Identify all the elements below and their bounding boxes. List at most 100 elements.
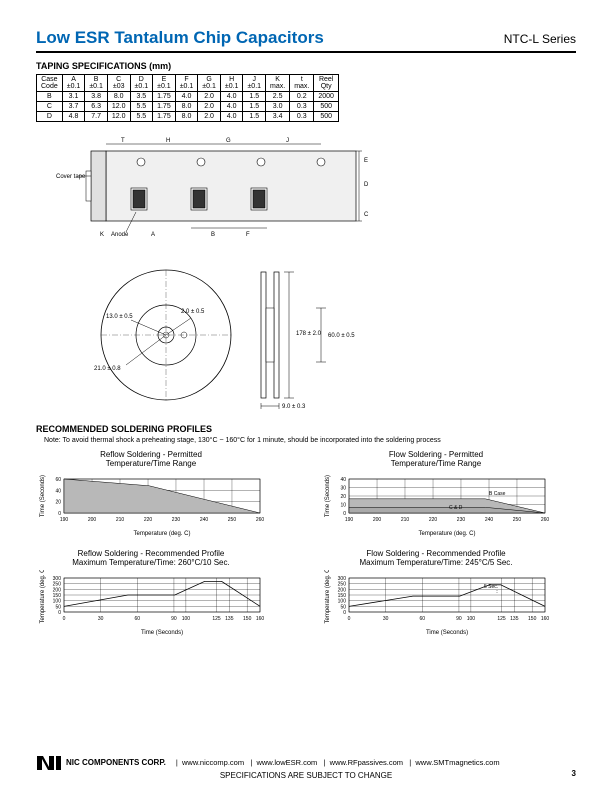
svg-text:190: 190	[345, 517, 354, 523]
svg-text:250: 250	[513, 517, 522, 523]
page-title: Low ESR Tantalum Chip Capacitors	[36, 28, 324, 48]
table-cell: 3.1	[62, 92, 85, 102]
svg-text:220: 220	[429, 517, 438, 523]
table-header: F±0.1	[175, 75, 198, 92]
table-cell: 8.0	[175, 112, 198, 122]
table-cell: 6.3	[85, 102, 108, 112]
svg-text:2.0 ± 0.5: 2.0 ± 0.5	[181, 309, 205, 315]
svg-text:5 Sec.: 5 Sec.	[484, 584, 498, 590]
svg-text:G: G	[226, 138, 231, 144]
table-header: J±0.1	[243, 75, 266, 92]
table-cell: 4.0	[220, 92, 243, 102]
svg-text:Temperature (deg. C): Temperature (deg. C)	[418, 531, 475, 537]
svg-text:190: 190	[60, 517, 69, 523]
chart-title: Reflow Soldering - PermittedTemperature/…	[36, 450, 266, 468]
svg-text:150: 150	[338, 593, 347, 599]
table-cell: B	[37, 92, 63, 102]
page-header: Low ESR Tantalum Chip Capacitors NTC-L S…	[36, 28, 576, 53]
table-cell: C	[37, 102, 63, 112]
svg-text:9.0 ± 0.3: 9.0 ± 0.3	[282, 404, 306, 410]
footer-links: | www.niccomp.com | www.lowESR.com | www…	[176, 758, 500, 767]
table-cell: 1.5	[243, 102, 266, 112]
table-cell: 3.5	[130, 92, 153, 102]
table-header: A±0.1	[62, 75, 85, 92]
table-cell: 3.4	[266, 112, 290, 122]
svg-text:150: 150	[243, 616, 252, 622]
chart: Flow Soldering - PermittedTemperature/Ti…	[321, 450, 551, 539]
svg-text:30: 30	[340, 486, 346, 492]
table-header: ReelQty	[314, 75, 339, 92]
svg-text:E: E	[364, 158, 368, 164]
svg-text:250: 250	[338, 582, 347, 588]
table-header: C±03	[107, 75, 130, 92]
svg-text:Time (Seconds): Time (Seconds)	[325, 475, 331, 517]
svg-text:D: D	[364, 182, 369, 188]
charts-grid: Reflow Soldering - PermittedTemperature/…	[36, 450, 576, 638]
svg-text:90: 90	[171, 616, 177, 622]
svg-text:F: F	[246, 232, 250, 238]
svg-text:T: T	[121, 138, 125, 144]
table-cell: 500	[314, 112, 339, 122]
svg-text:230: 230	[457, 517, 466, 523]
svg-text:21.0 ± 0.8: 21.0 ± 0.8	[94, 366, 121, 372]
svg-text:20: 20	[340, 494, 346, 500]
table-cell: 2.0	[198, 102, 221, 112]
svg-text:C: C	[364, 212, 369, 218]
svg-text:50: 50	[55, 604, 61, 610]
chart: Reflow Soldering - PermittedTemperature/…	[36, 450, 266, 539]
chart: Flow Soldering - Recommended ProfileMaxi…	[321, 549, 551, 638]
table-cell: 3.0	[266, 102, 290, 112]
svg-text:Time (Seconds): Time (Seconds)	[40, 475, 46, 517]
svg-text:0: 0	[63, 616, 66, 622]
svg-text:Temperature (deg. C): Temperature (deg. C)	[325, 570, 331, 624]
table-cell: 12.0	[107, 102, 130, 112]
table-cell: 5.5	[130, 112, 153, 122]
table-header: H±0.1	[220, 75, 243, 92]
page-number: 3	[572, 769, 576, 778]
company-name: NIC COMPONENTS CORP.	[66, 758, 166, 767]
svg-text:C & D: C & D	[449, 505, 463, 511]
taping-table: CaseCodeA±0.1B±0.1C±03D±0.1E±0.1F±0.1G±0…	[36, 74, 339, 122]
table-cell: 4.8	[62, 112, 85, 122]
logo-icon	[36, 753, 62, 771]
svg-text:60: 60	[55, 477, 61, 483]
svg-text:178 ± 2.0: 178 ± 2.0	[296, 331, 322, 337]
table-header: tmax.	[290, 75, 314, 92]
svg-text:0: 0	[343, 511, 346, 517]
svg-text:200: 200	[88, 517, 97, 523]
table-cell: 7.7	[85, 112, 108, 122]
table-cell: 1.75	[153, 102, 176, 112]
svg-text:260: 260	[256, 517, 265, 523]
svg-text:Temperature (deg. C): Temperature (deg. C)	[40, 570, 46, 624]
svg-text:100: 100	[53, 599, 62, 605]
table-cell: 0.3	[290, 102, 314, 112]
svg-text:0: 0	[348, 616, 351, 622]
svg-text:10: 10	[340, 503, 346, 509]
table-cell: 4.0	[220, 102, 243, 112]
table-cell: 0.2	[290, 92, 314, 102]
svg-text:240: 240	[200, 517, 209, 523]
svg-text:60: 60	[135, 616, 141, 622]
svg-text:160: 160	[256, 616, 265, 622]
svg-text:100: 100	[338, 599, 347, 605]
table-cell: 5.5	[130, 102, 153, 112]
table-header: CaseCode	[37, 75, 63, 92]
table-cell: 1.75	[153, 92, 176, 102]
svg-text:40: 40	[340, 477, 346, 483]
table-cell: 1.75	[153, 112, 176, 122]
table-cell: 4.0	[220, 112, 243, 122]
table-header: E±0.1	[153, 75, 176, 92]
svg-text:200: 200	[373, 517, 382, 523]
table-header: B±0.1	[85, 75, 108, 92]
svg-text:125: 125	[497, 616, 506, 622]
svg-text:125: 125	[212, 616, 221, 622]
chart-title: Flow Soldering - Recommended ProfileMaxi…	[321, 549, 551, 567]
svg-text:0: 0	[58, 610, 61, 616]
table-cell: 1.5	[243, 112, 266, 122]
svg-text:50: 50	[340, 604, 346, 610]
svg-text:135: 135	[510, 616, 519, 622]
tape-diagram: T H G J E D C Cover tape Anode A K B F	[36, 136, 576, 246]
table-cell: 500	[314, 102, 339, 112]
svg-text:160: 160	[541, 616, 550, 622]
svg-text:250: 250	[53, 582, 62, 588]
